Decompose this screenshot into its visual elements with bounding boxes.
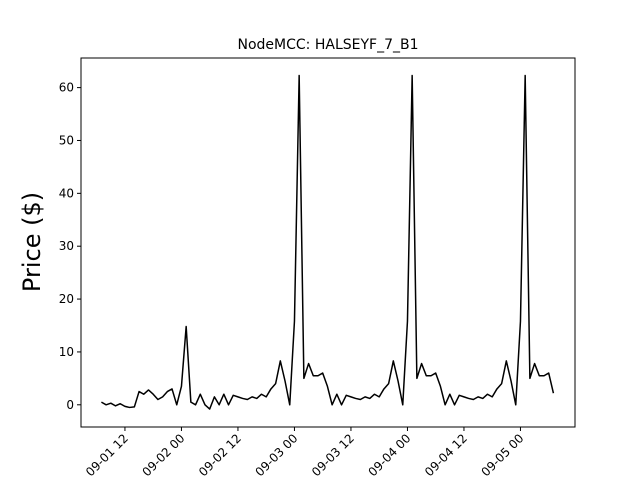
- y-tick-label: 50: [59, 133, 74, 147]
- chart-title: NodeMCC: HALSEYF_7_B1: [238, 37, 419, 53]
- y-axis-label: Price ($): [18, 192, 46, 292]
- x-tick-label: 09-04 00: [366, 431, 414, 479]
- x-tick-label: 09-05 00: [479, 431, 527, 479]
- y-tick-label: 10: [59, 345, 74, 359]
- y-tick-label: 30: [59, 239, 74, 253]
- x-tick-label: 09-02 12: [196, 431, 244, 479]
- x-tick-label: 09-02 00: [140, 431, 188, 479]
- y-tick-label: 20: [59, 292, 74, 306]
- y-tick-label: 0: [66, 398, 74, 412]
- x-tick-label: 09-04 12: [422, 431, 470, 479]
- x-tick-label: 09-03 00: [253, 431, 301, 479]
- x-tick-label: 09-01 12: [83, 431, 131, 479]
- plot-frame: [80, 57, 576, 428]
- y-tick-label: 40: [59, 186, 74, 200]
- x-tick-label: 09-03 12: [309, 431, 357, 479]
- y-tick-label: 60: [59, 81, 74, 95]
- price-line: [101, 74, 555, 410]
